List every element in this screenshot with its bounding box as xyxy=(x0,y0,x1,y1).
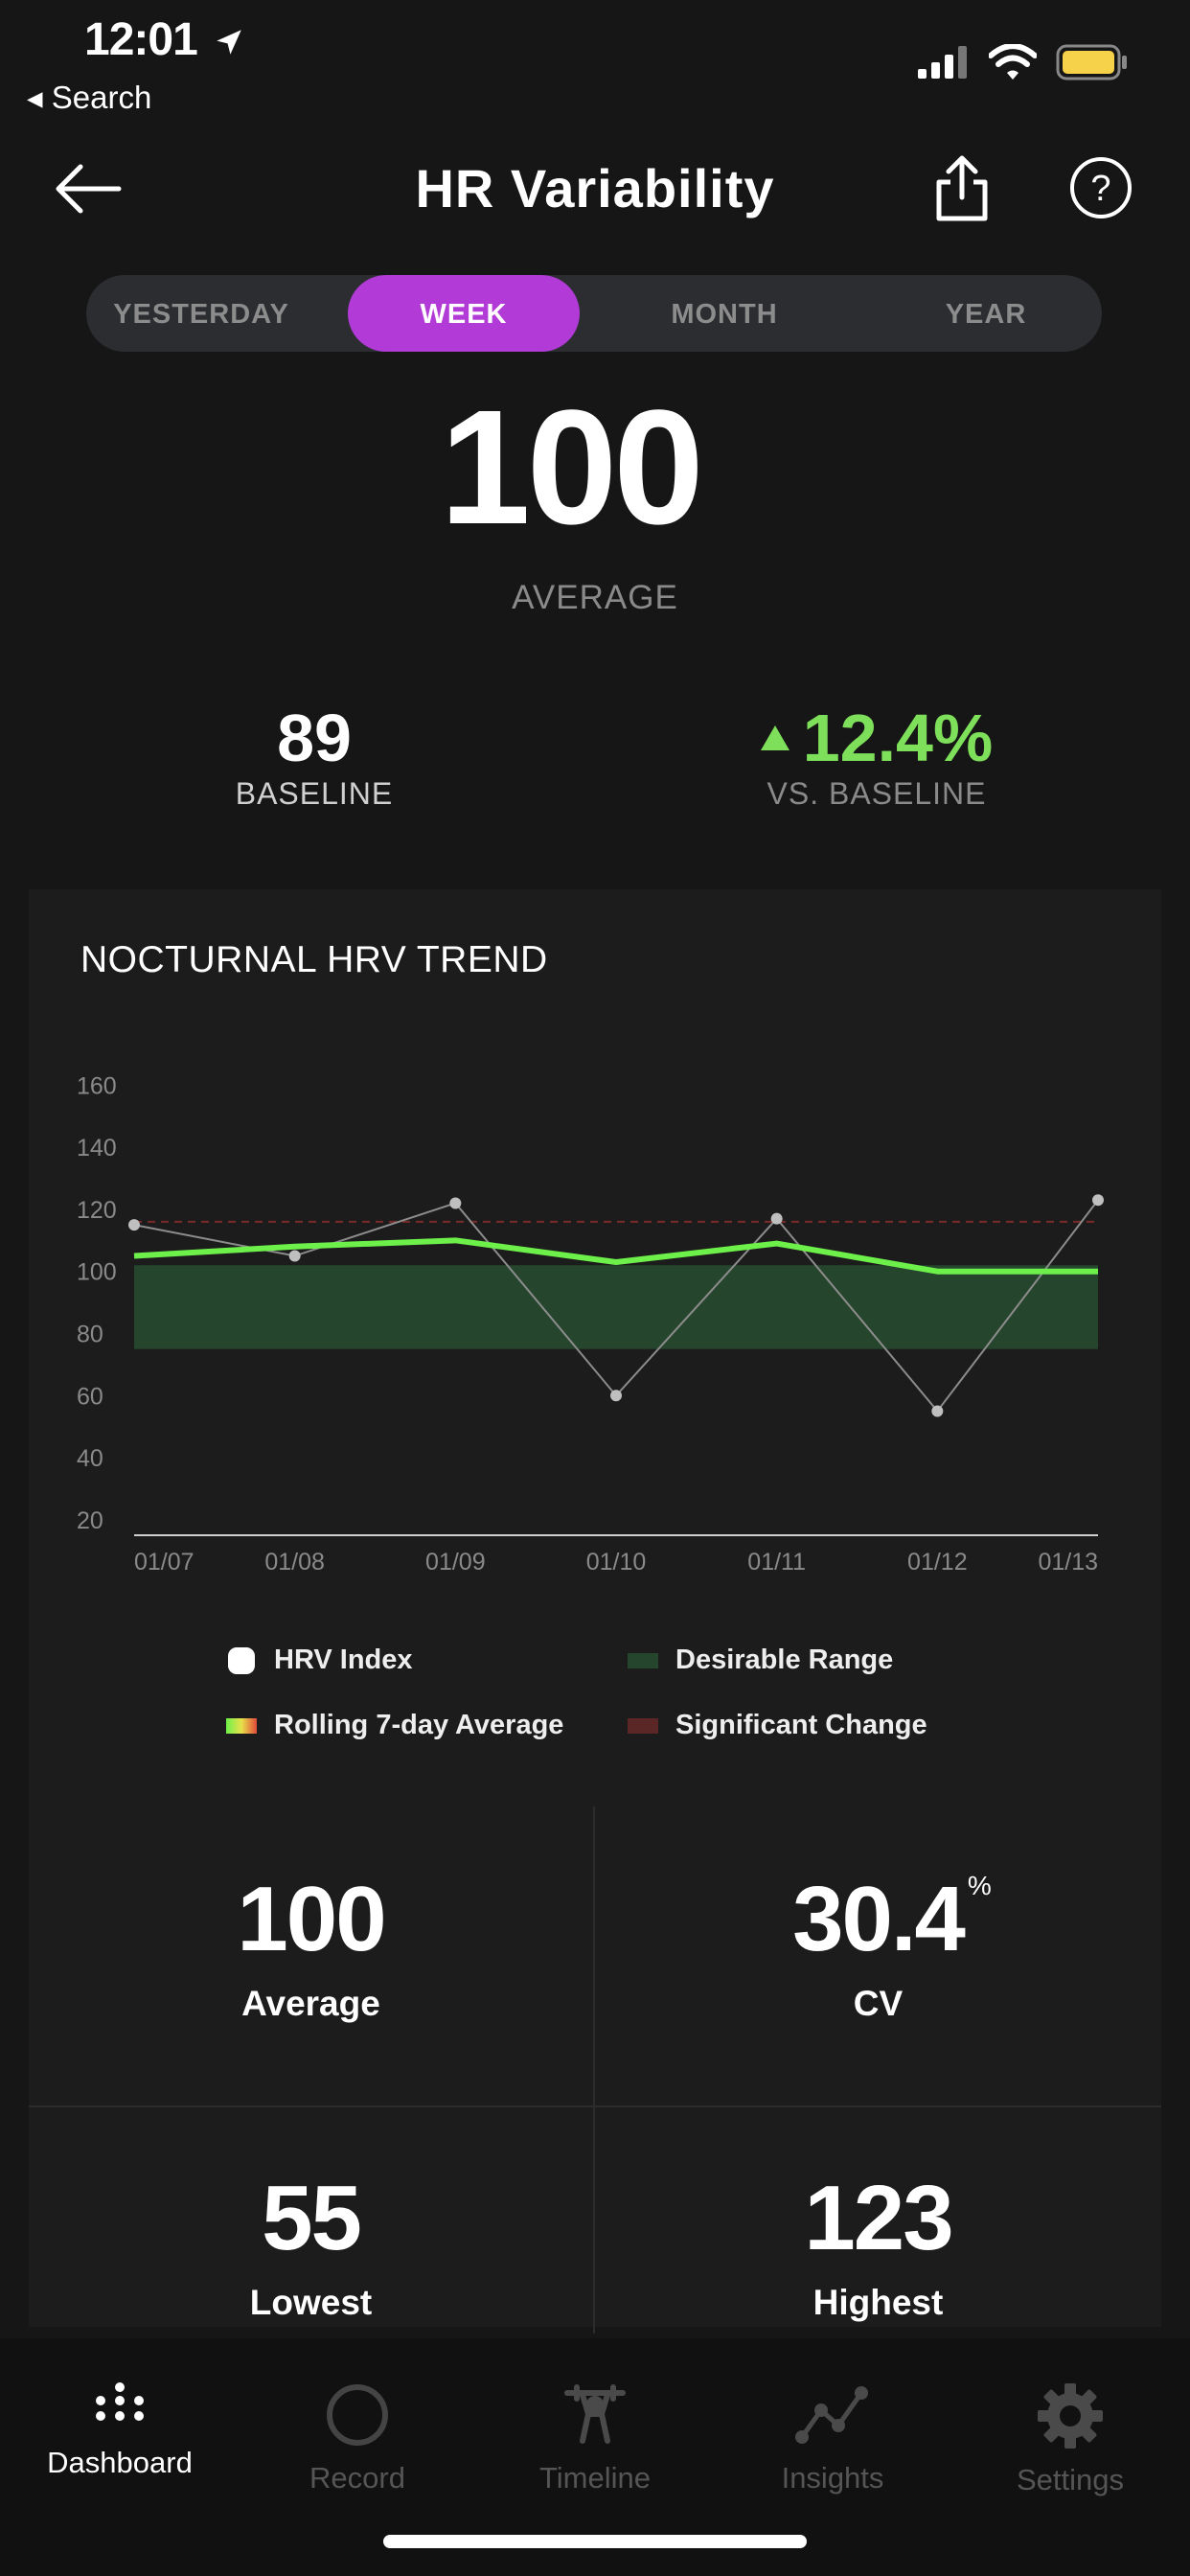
baseline-label: BASELINE xyxy=(235,776,394,811)
green-swatch-icon xyxy=(628,1652,658,1668)
share-button[interactable] xyxy=(931,153,993,227)
tab-timeline[interactable]: Timeline xyxy=(475,2381,715,2496)
x-tick-label: 01/12 xyxy=(907,1549,968,1576)
legend-hrv-index: HRV Index xyxy=(226,1644,413,1676)
period-selector: YESTERDAY WEEK MONTH YEAR xyxy=(86,275,1102,352)
red-swatch-icon xyxy=(628,1717,658,1734)
metric-cv-unit: % xyxy=(967,1871,992,1900)
trend-line-icon xyxy=(795,2386,868,2444)
back-button[interactable] xyxy=(52,153,123,227)
period-week-tab[interactable]: WEEK xyxy=(348,275,580,352)
help-button[interactable]: ? xyxy=(1069,156,1133,222)
y-tick-label: 80 xyxy=(77,1321,103,1347)
period-yesterday-tab[interactable]: YESTERDAY xyxy=(86,275,316,352)
tab-label: Settings xyxy=(1016,2463,1124,2496)
x-tick-label: 01/08 xyxy=(264,1549,325,1576)
x-tick-label: 01/11 xyxy=(747,1549,806,1576)
metric-cv: 30.4% CV xyxy=(595,1867,1161,2024)
metric-lowest-value: 55 xyxy=(262,2167,362,2269)
wifi-icon xyxy=(989,44,1037,80)
page-title: HR Variability xyxy=(415,158,775,218)
gradient-swatch-icon xyxy=(226,1717,257,1734)
metric-average: 100 Average xyxy=(29,1867,593,2024)
metric-highest-value: 123 xyxy=(804,2167,953,2269)
battery-icon xyxy=(1056,44,1127,80)
weightlifter-icon xyxy=(564,2384,626,2444)
dashboard-dots-icon xyxy=(96,2382,144,2421)
tab-label: Insights xyxy=(781,2461,884,2495)
hrv-index-point xyxy=(770,1212,783,1225)
legend-label: Desirable Range xyxy=(675,1644,894,1675)
rolling-average-line xyxy=(133,1237,1098,1275)
metrics-divider-vertical xyxy=(593,1806,595,2334)
y-tick-label: 40 xyxy=(77,1445,103,1472)
legend-label: Rolling 7-day Average xyxy=(274,1710,564,1740)
legend-label: HRV Index xyxy=(274,1644,413,1675)
back-to-search-link[interactable]: ◂ Search xyxy=(27,80,152,115)
x-tick-label: 01/09 xyxy=(425,1549,486,1576)
hrv-index-point xyxy=(610,1390,622,1402)
white-dot-icon xyxy=(228,1646,255,1674)
vs-baseline-value: 12.4% xyxy=(802,701,994,775)
desirable-range-band xyxy=(134,1265,1098,1349)
hrv-trend-card xyxy=(29,889,1161,2327)
help-question-icon: ? xyxy=(1070,157,1132,218)
triangle-up-icon xyxy=(760,725,790,750)
y-tick-label: 120 xyxy=(77,1197,117,1224)
hrv-index-point xyxy=(128,1219,140,1231)
y-tick-label: 140 xyxy=(77,1135,117,1162)
period-month-tab[interactable]: MONTH xyxy=(608,275,840,352)
period-year-tab[interactable]: YEAR xyxy=(870,275,1102,352)
y-tick-label: 160 xyxy=(77,1072,117,1099)
y-tick-label: 60 xyxy=(77,1383,103,1410)
y-tick-label: 100 xyxy=(77,1259,117,1286)
hrv-index-point xyxy=(931,1405,944,1417)
tab-insights[interactable]: Insights xyxy=(713,2381,952,2496)
tab-label: Dashboard xyxy=(47,2446,193,2479)
metric-average-label: Average xyxy=(241,1984,380,2023)
gear-icon xyxy=(1038,2383,1103,2449)
cellular-signal-icon xyxy=(918,46,967,79)
y-tick-label: 20 xyxy=(77,1507,103,1534)
average-label: AVERAGE xyxy=(512,579,678,616)
tab-dashboard[interactable]: Dashboard xyxy=(0,2381,240,2480)
legend-rolling-average: Rolling 7-day Average xyxy=(226,1710,563,1741)
hrv-trend-chart: 160 140 120 100 80 60 40 20 01/07 01/08 01/09 01/10… xyxy=(77,1072,1104,1576)
share-icon xyxy=(936,155,988,221)
metric-lowest-label: Lowest xyxy=(249,2283,373,2322)
metric-lowest: 55 Lowest xyxy=(29,2166,593,2323)
status-icons xyxy=(918,44,1129,80)
record-circle-icon xyxy=(327,2384,388,2446)
legend-label: Significant Change xyxy=(675,1710,927,1740)
legend-significant-change: Significant Change xyxy=(628,1710,927,1741)
x-tick-label: 01/13 xyxy=(1038,1549,1098,1576)
tab-label: Record xyxy=(309,2461,405,2495)
tab-settings[interactable]: Settings xyxy=(950,2381,1190,2497)
x-tick-label: 01/07 xyxy=(134,1549,195,1576)
vs-baseline-stat: 12.4% VS. BASELINE xyxy=(738,700,1016,812)
status-time: 12:01 xyxy=(84,13,245,66)
tab-record[interactable]: Record xyxy=(238,2381,477,2496)
average-value: 100 xyxy=(440,377,704,559)
metric-cv-value: 30.4 xyxy=(792,1868,966,1970)
metric-cv-label: CV xyxy=(853,1984,904,2023)
metrics-divider-horizontal xyxy=(29,2105,1161,2107)
baseline-stat: 89 BASELINE xyxy=(171,700,458,812)
metric-highest-label: Highest xyxy=(812,2283,944,2322)
svg-text:?: ? xyxy=(1090,169,1110,209)
metric-average-value: 100 xyxy=(237,1868,386,1970)
hrv-index-point xyxy=(288,1250,301,1262)
location-arrow-icon xyxy=(217,30,241,56)
tab-label: Timeline xyxy=(539,2461,651,2495)
metric-highest: 123 Highest xyxy=(595,2166,1161,2323)
chart-title: NOCTURNAL HRV TREND xyxy=(80,939,548,980)
hrv-index-point xyxy=(1092,1194,1104,1207)
legend-desirable-range: Desirable Range xyxy=(628,1644,893,1676)
home-indicator xyxy=(383,2535,807,2548)
x-tick-label: 01/10 xyxy=(586,1549,647,1576)
arrow-left-icon xyxy=(56,164,122,214)
hrv-index-point xyxy=(449,1197,462,1209)
baseline-value: 89 xyxy=(277,701,352,775)
vs-baseline-label: VS. BASELINE xyxy=(767,776,987,811)
